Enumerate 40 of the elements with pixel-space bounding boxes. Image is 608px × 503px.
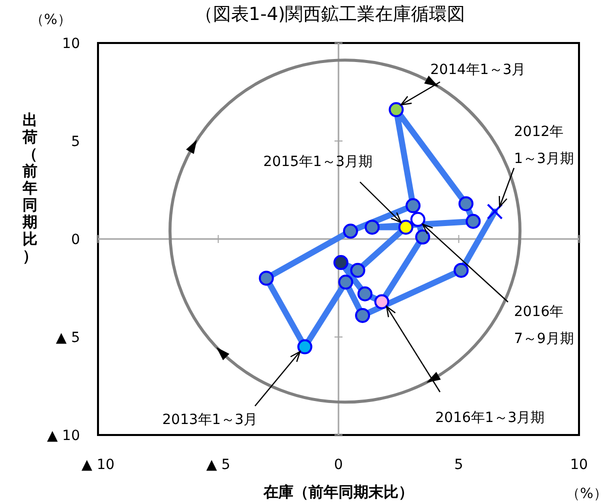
text: （%） [30, 12, 72, 28]
point [333, 255, 348, 270]
point [415, 230, 430, 245]
x-tick-label: ▲ 10 [81, 457, 115, 473]
x-tick-label: ▲ 5 [206, 457, 230, 473]
annotation: 2014年1～3月 [430, 62, 526, 78]
point [374, 294, 390, 310]
x-axis-title: 在庫（前年同期末比） [262, 483, 414, 501]
point [343, 224, 358, 239]
text: （%） [566, 486, 608, 502]
y-tick-label: 5 [71, 134, 80, 150]
point [454, 262, 469, 278]
point [258, 270, 274, 286]
x-tick-label: 10 [570, 457, 588, 473]
chart-title: （図表1-4)関西鉱工業在庫循環図 [194, 4, 466, 25]
annotation: 2012年 1～3月期 [514, 124, 574, 167]
point [388, 102, 404, 118]
point [350, 262, 366, 278]
annotation: 2013年1～3月 [162, 412, 258, 428]
point [410, 212, 426, 227]
text: 出荷（前年同期比） [22, 111, 38, 265]
annotation: 2016年 7～9月期 [514, 304, 574, 347]
y-tick-label: 10 [62, 36, 80, 52]
x-tick-label: 5 [454, 457, 464, 473]
point [297, 339, 312, 354]
point [458, 196, 474, 212]
point [466, 214, 481, 229]
point [398, 220, 414, 235]
y-tick-label: ▲ 10 [46, 428, 80, 444]
point [357, 286, 372, 302]
annotation: 2015年1～3月期 [263, 154, 373, 170]
point [406, 198, 421, 214]
y-tick-label: ▲ 5 [56, 330, 80, 346]
point [338, 274, 354, 290]
point [486, 204, 503, 220]
y-tick-label: 0 [71, 232, 80, 248]
point [355, 308, 370, 323]
annotation: 2016年1～3月期 [435, 410, 545, 426]
point [364, 220, 380, 235]
x-tick-label: 0 [334, 457, 343, 473]
